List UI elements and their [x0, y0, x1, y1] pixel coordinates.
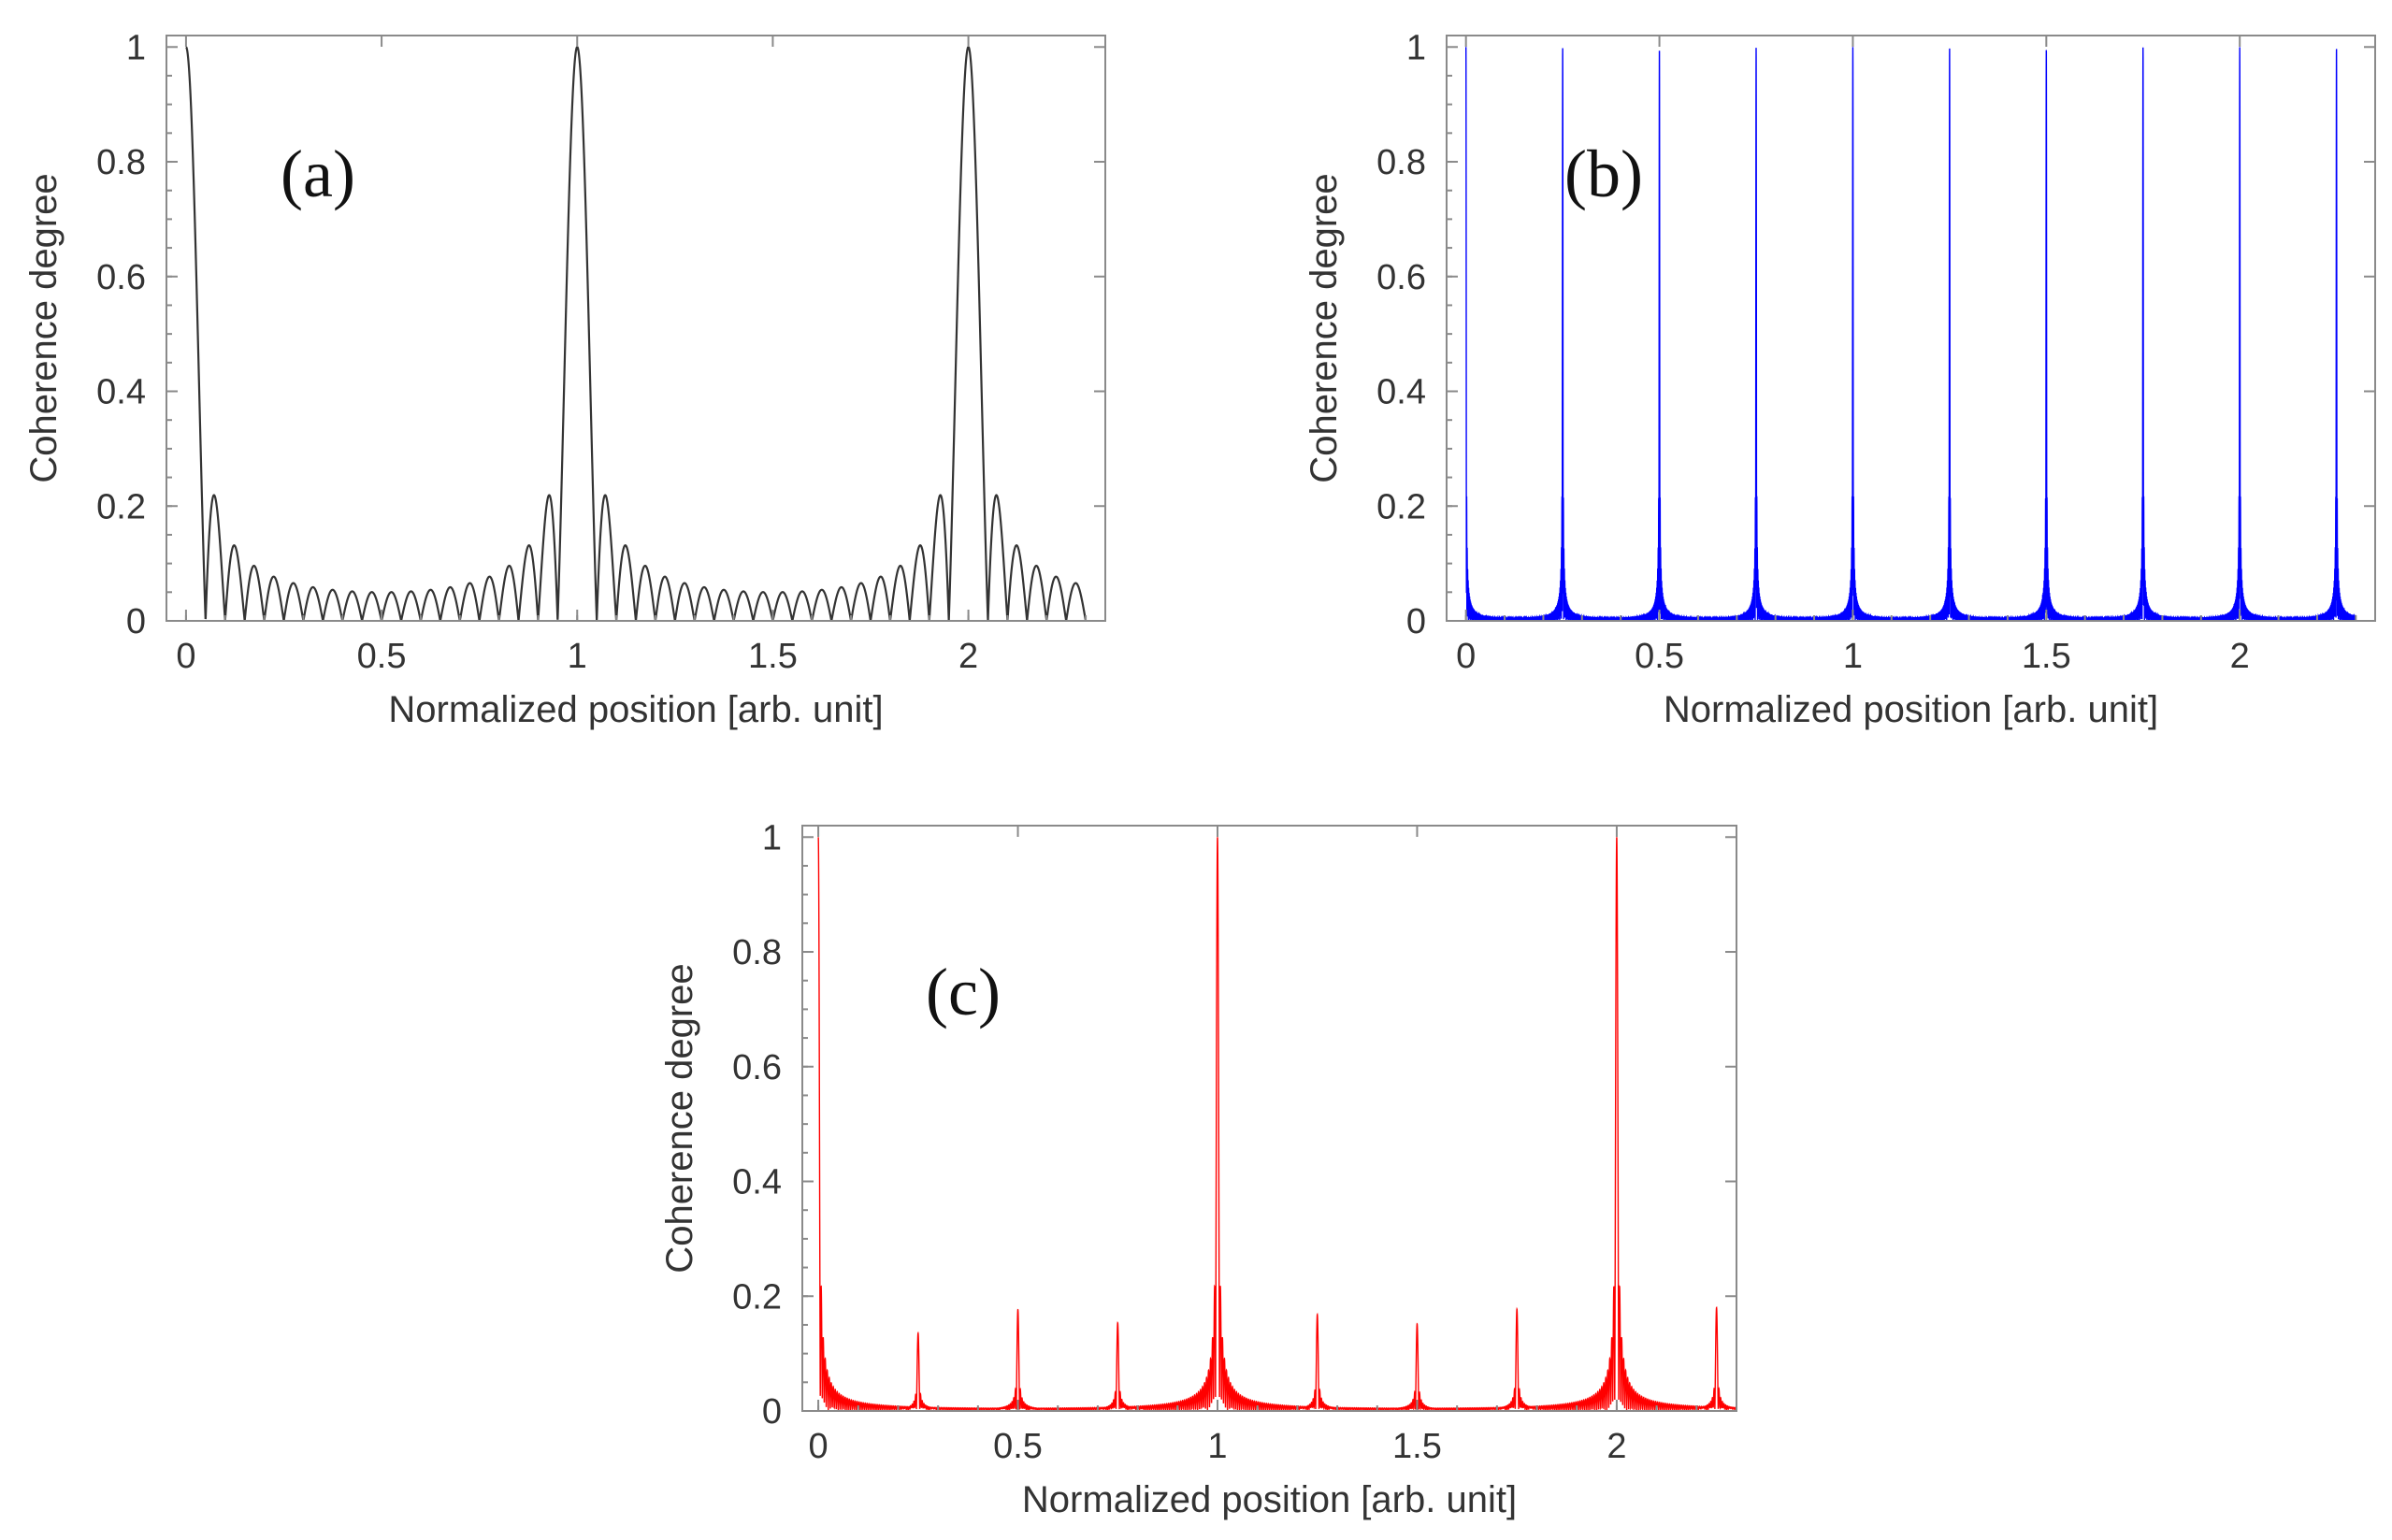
- y-tick-label-b: 0.8: [1376, 143, 1426, 182]
- y-tick-label-b: 0.6: [1376, 258, 1426, 297]
- x-axis-label-b: Normalized position [arb. unit]: [1664, 689, 2158, 730]
- y-tick-label-a: 0.8: [96, 143, 146, 182]
- x-tick-label-a: 1: [568, 637, 587, 676]
- series-line-a: [185, 46, 1088, 621]
- x-tick-label-a: 2: [958, 637, 978, 676]
- chart-panel-c: 0 0.5 1 1.5 2 0 0.2 0.4 0.6 0.8 1 Normalized positi…: [659, 818, 1737, 1520]
- x-tick-label-c: 1: [1207, 1427, 1227, 1466]
- x-tick-label-a: 0.5: [357, 637, 407, 676]
- y-axis-label-b: Coherence degree: [1304, 173, 1345, 482]
- y-tick-label-b: 0.2: [1376, 487, 1426, 526]
- x-tick-label-b: 1: [1843, 637, 1863, 676]
- y-tick-label-b: 0.4: [1376, 373, 1426, 412]
- y-tick-label-c: 1: [762, 818, 782, 857]
- plot-frame-a: [166, 35, 1106, 622]
- y-tick-label-a: 0.2: [96, 487, 146, 526]
- y-tick-label-c: 0.6: [732, 1048, 782, 1087]
- y-tick-label-c: 0: [762, 1392, 782, 1432]
- y-tick-label-c: 0.2: [732, 1277, 782, 1317]
- panel-label-b: (b): [1564, 137, 1643, 211]
- chart-panel-b: 0 0.5 1 1.5 2 0 0.2 0.4 0.6 0.8 1 Normalized positi…: [1304, 28, 2376, 730]
- x-axis-label-a: Normalized position [arb. unit]: [388, 689, 883, 730]
- series-line-c: [817, 837, 1736, 1411]
- panel-label-a: (a): [281, 137, 355, 211]
- x-tick-label-b: 0: [1456, 637, 1476, 676]
- y-tick-label-a: 0.6: [96, 258, 146, 297]
- chart-panel-a: 0 0.5 1 1.5 2 0 0.2 0.4 0.6 0.8 1 Normalized positi…: [23, 28, 1106, 730]
- x-tick-label-b: 0.5: [1635, 637, 1684, 676]
- y-tick-label-c: 0.8: [732, 933, 782, 972]
- x-tick-label-b: 2: [2230, 637, 2250, 676]
- x-tick-label-c: 0.5: [993, 1427, 1043, 1466]
- y-axis-label-c: Coherence degree: [659, 963, 700, 1273]
- y-axis-label-a: Coherence degree: [23, 173, 65, 482]
- y-tick-label-a: 0: [126, 602, 146, 641]
- x-tick-label-c: 1.5: [1392, 1427, 1442, 1466]
- y-tick-label-a: 1: [126, 28, 146, 67]
- y-tick-label-b: 0: [1406, 602, 1426, 641]
- y-tick-label-c: 0.4: [732, 1163, 782, 1202]
- x-tick-label-c: 2: [1607, 1427, 1626, 1466]
- panel-label-c: (c): [926, 955, 1001, 1029]
- x-tick-label-a: 1.5: [748, 637, 798, 676]
- series-line-b: [1464, 47, 2357, 621]
- y-tick-label-b: 1: [1406, 28, 1426, 67]
- x-axis-label-c: Normalized position [arb. unit]: [1022, 1479, 1517, 1520]
- x-tick-label-b: 1.5: [2022, 637, 2071, 676]
- plot-frame-b: [1446, 35, 2376, 622]
- x-tick-label-a: 0: [176, 637, 195, 676]
- y-tick-label-a: 0.4: [96, 373, 146, 412]
- x-tick-label-c: 0: [809, 1427, 829, 1466]
- plot-frame-c: [801, 825, 1737, 1412]
